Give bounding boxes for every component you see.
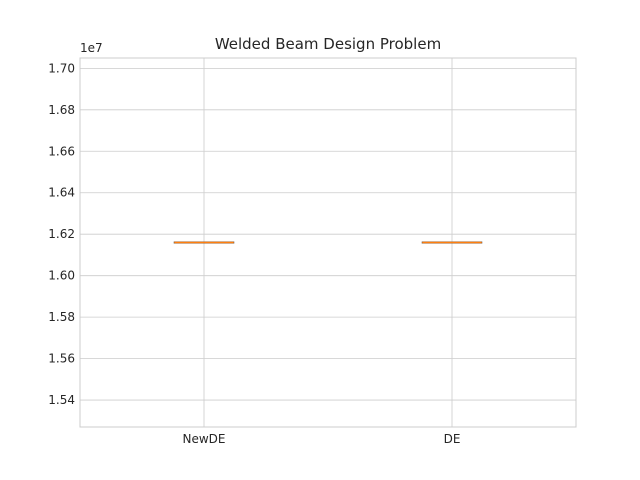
box-de xyxy=(421,241,483,244)
x-tick-labels: NewDE DE xyxy=(183,432,461,446)
y-tick-label: 1.68 xyxy=(48,103,75,117)
y-tick-labels: 1.54 1.56 1.58 1.60 1.62 1.64 1.66 1.68 1.70 xyxy=(48,61,75,407)
axes-frame xyxy=(79,57,577,428)
y-offset-label: 1e7 xyxy=(80,41,103,55)
grid-lines xyxy=(80,58,576,427)
y-tick-label: 1.54 xyxy=(48,393,75,407)
x-tick-label: DE xyxy=(444,432,461,446)
y-tick-label: 1.66 xyxy=(48,144,75,158)
boxes-group xyxy=(173,241,483,244)
y-tick-label: 1.64 xyxy=(48,186,75,200)
box-newde xyxy=(173,241,235,244)
x-tick-label: NewDE xyxy=(183,432,226,446)
y-tick-label: 1.70 xyxy=(48,61,75,75)
y-tick-label: 1.60 xyxy=(48,269,75,283)
chart-title: Welded Beam Design Problem xyxy=(215,35,441,53)
y-tick-label: 1.56 xyxy=(48,352,75,366)
y-tick-label: 1.58 xyxy=(48,310,75,324)
y-tick-label: 1.62 xyxy=(48,227,75,241)
